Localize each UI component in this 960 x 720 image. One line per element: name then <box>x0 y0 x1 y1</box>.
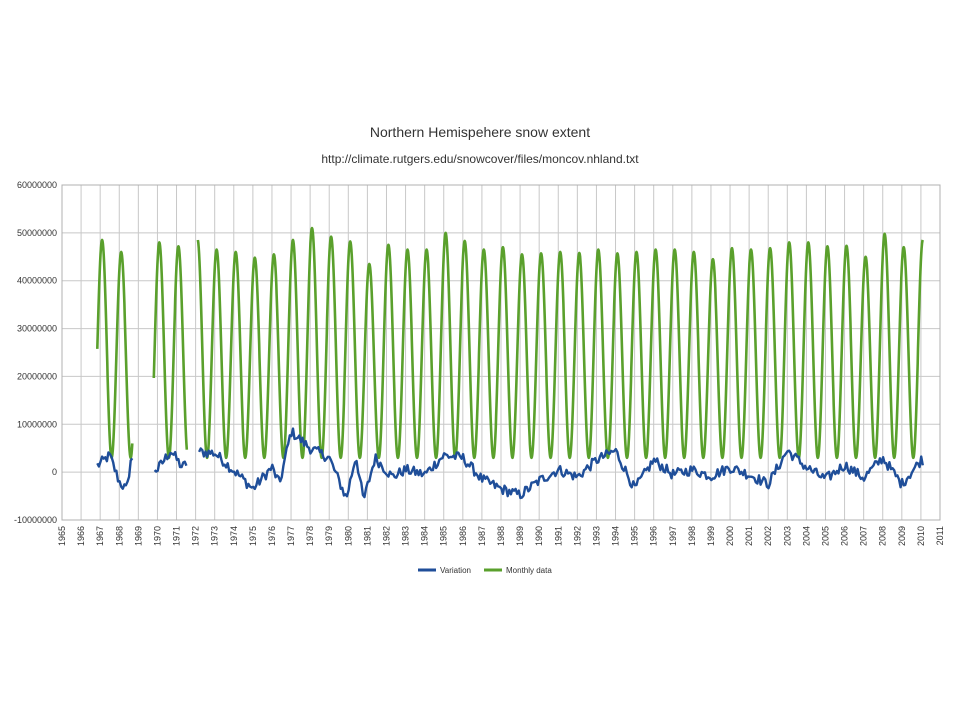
x-tick-label: 1998 <box>687 526 697 546</box>
x-tick-label: 1980 <box>343 526 353 546</box>
x-tick-label: 1969 <box>133 526 143 546</box>
series-line-monthly-data <box>96 226 925 460</box>
x-tick-label: 2011 <box>935 526 945 545</box>
x-tick-label: 1967 <box>95 526 105 546</box>
x-tick-label: 1981 <box>362 526 372 546</box>
series-line-variation <box>96 427 924 500</box>
x-tick-label: 1974 <box>229 526 239 546</box>
y-tick-label: 60000000 <box>17 180 57 190</box>
x-tick-label: 1971 <box>172 526 182 546</box>
x-tick-label: 2000 <box>725 526 735 546</box>
x-tick-label: 1989 <box>515 526 525 546</box>
x-tick-label: 1975 <box>248 526 258 546</box>
x-tick-label: 1993 <box>591 526 601 546</box>
x-tick-label: 1990 <box>534 526 544 546</box>
x-tick-label: 1996 <box>649 526 659 546</box>
y-tick-label: 30000000 <box>17 324 57 334</box>
x-tick-label: 1988 <box>496 526 506 546</box>
y-tick-label: 50000000 <box>17 228 57 238</box>
x-tick-label: 1966 <box>76 526 86 546</box>
x-tick-label: 2005 <box>820 526 830 546</box>
chart-title: Northern Hemispehere snow extent <box>369 124 591 140</box>
y-tick-label: 20000000 <box>17 371 57 381</box>
x-tick-label: 1976 <box>267 526 277 546</box>
x-tick-label: 1977 <box>286 526 296 546</box>
y-tick-label: 0 <box>52 467 57 477</box>
x-tick-label: 1987 <box>477 526 487 546</box>
legend-label: Monthly data <box>506 566 552 575</box>
x-tick-label: 1982 <box>381 526 391 546</box>
x-tick-label: 1999 <box>706 526 716 546</box>
y-tick-label: 40000000 <box>17 276 57 286</box>
x-tick-label: 1994 <box>611 526 621 546</box>
x-tick-label: 1979 <box>324 526 334 546</box>
x-tick-label: 1978 <box>305 526 315 546</box>
x-tick-label: 1997 <box>668 526 678 546</box>
x-tick-label: 2001 <box>744 526 754 546</box>
plot-frame <box>61 184 941 521</box>
x-tick-label: 2009 <box>897 526 907 546</box>
chart-subtitle: http://climate.rutgers.edu/snowcover/fil… <box>321 152 639 166</box>
x-tick-label: 1986 <box>458 526 468 546</box>
x-tick-label: 1991 <box>553 526 563 546</box>
x-tick-label: 1992 <box>572 526 582 546</box>
x-tick-label: 1984 <box>420 526 430 546</box>
series-layer <box>96 226 925 500</box>
x-tick-label: 1968 <box>114 526 124 546</box>
x-tick-label: 2010 <box>916 526 926 546</box>
x-tick-label: 2008 <box>878 526 888 546</box>
x-tick-label: 2003 <box>782 526 792 546</box>
axis-layer: 1965 1966 1967 1968 1969 1970 1971 1972 1973 1974… <box>14 180 945 546</box>
x-tick-label: 1995 <box>630 526 640 546</box>
x-tick-label: 2006 <box>840 526 850 546</box>
x-tick-label: 1973 <box>210 526 220 546</box>
x-tick-label: 2002 <box>763 526 773 546</box>
x-tick-label: 1970 <box>152 526 162 546</box>
x-tick-label: 1972 <box>191 526 201 546</box>
y-tick-label: -10000000 <box>14 515 57 525</box>
x-tick-label: 2004 <box>801 526 811 546</box>
x-tick-label: 1983 <box>401 526 411 546</box>
y-tick-label: 10000000 <box>17 419 57 429</box>
legend: Variation Monthly data <box>418 566 552 575</box>
legend-label: Variation <box>440 566 471 575</box>
x-tick-label: 1985 <box>439 526 449 546</box>
x-tick-label: 1965 <box>57 526 67 546</box>
x-tick-label: 2007 <box>859 526 869 546</box>
